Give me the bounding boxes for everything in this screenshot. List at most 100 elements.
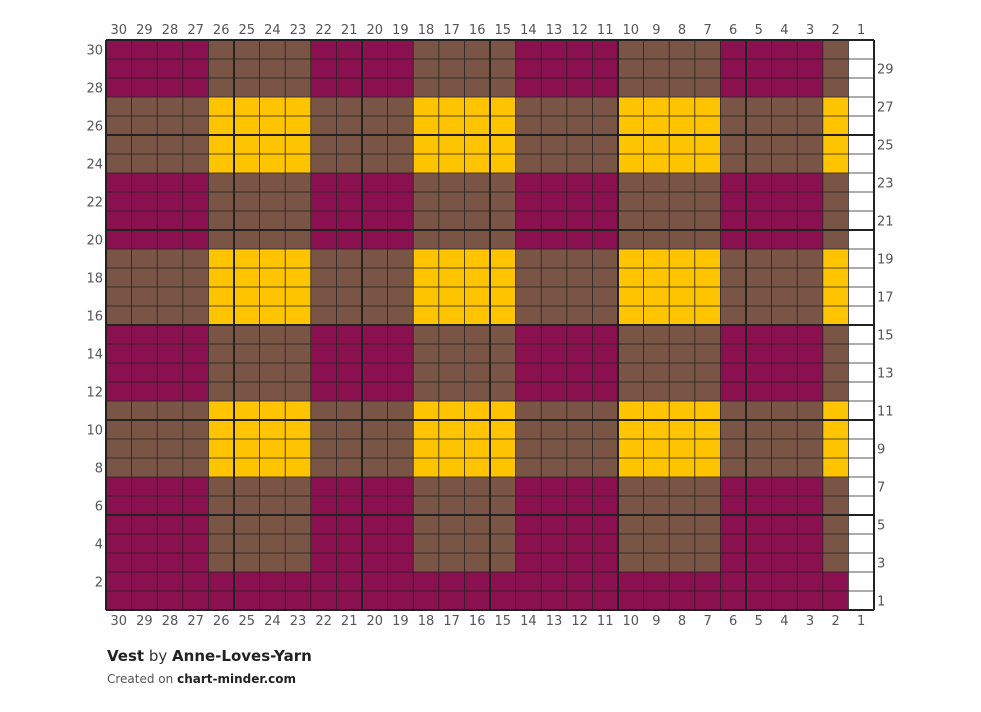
- chart-cell: [234, 420, 260, 439]
- row-label-right: 27: [877, 101, 894, 116]
- chart-cell: [157, 401, 183, 420]
- chart-cell: [362, 154, 388, 173]
- chart-cell: [541, 325, 567, 344]
- chart-cell: [592, 325, 618, 344]
- chart-cell: [106, 534, 132, 553]
- chart-cell: [771, 249, 798, 268]
- column-label-bottom: 23: [290, 614, 307, 629]
- chart-cell: [643, 154, 670, 173]
- chart-cell: [234, 363, 260, 382]
- column-label-bottom: 17: [443, 614, 460, 629]
- chart-cell: [413, 458, 439, 477]
- site-link[interactable]: chart-minder.com: [177, 672, 296, 686]
- chart-cell: [208, 211, 234, 230]
- chart-cell: [259, 439, 286, 458]
- column-label-bottom: 24: [264, 614, 281, 629]
- chart-cell: [259, 154, 286, 173]
- chart-cell: [541, 420, 567, 439]
- chart-cell: [592, 192, 618, 211]
- chart-cell: [797, 78, 823, 97]
- chart-cell: [413, 344, 439, 363]
- chart-cell: [490, 591, 516, 610]
- chart-cell: [208, 553, 234, 572]
- chart-cell: [490, 477, 516, 496]
- chart-cell: [643, 59, 670, 78]
- chart-cell: [362, 59, 388, 78]
- chart-cell: [387, 553, 414, 572]
- chart-cell: [541, 458, 567, 477]
- chart-cell: [515, 306, 542, 325]
- chart-cell: [387, 534, 414, 553]
- chart-cell: [157, 591, 183, 610]
- chart-cell: [822, 249, 849, 268]
- chart-cell: [131, 211, 158, 230]
- chart-cell: [106, 572, 132, 591]
- chart-cell: [413, 135, 439, 154]
- column-label-bottom: 6: [729, 614, 737, 629]
- chart-cell: [208, 287, 234, 306]
- chart-cell: [848, 458, 874, 477]
- created-on-text: Created on: [107, 672, 174, 686]
- chart-cell: [310, 439, 337, 458]
- chart-cell: [618, 477, 644, 496]
- chart-cell: [336, 59, 362, 78]
- chart-cell: [669, 135, 695, 154]
- chart-cell: [694, 439, 721, 458]
- chart-cell: [771, 135, 798, 154]
- chart-cell: [310, 192, 337, 211]
- chart-cell: [848, 116, 874, 135]
- chart-cell: [464, 572, 490, 591]
- chart-cell: [106, 154, 132, 173]
- chart-cell: [720, 306, 746, 325]
- chart-cell: [720, 59, 746, 78]
- chart-cell: [131, 192, 158, 211]
- chart-cell: [413, 591, 439, 610]
- chart-cell: [106, 287, 132, 306]
- chart-cell: [566, 325, 593, 344]
- chart-cell: [336, 382, 362, 401]
- chart-cell: [336, 344, 362, 363]
- chart-cell: [566, 401, 593, 420]
- row-label-right: 1: [877, 595, 885, 610]
- chart-cell: [848, 591, 874, 610]
- chart-cell: [285, 287, 311, 306]
- chart-cell: [541, 477, 567, 496]
- chart-cell: [131, 401, 158, 420]
- chart-cell: [182, 420, 209, 439]
- column-label-bottom: 7: [703, 614, 711, 629]
- chart-cell: [566, 534, 593, 553]
- chart-cell: [694, 192, 721, 211]
- chart-cell: [362, 515, 388, 534]
- chart-cell: [515, 135, 542, 154]
- chart-cell: [362, 268, 388, 287]
- chart-cell: [618, 382, 644, 401]
- chart-cell: [413, 154, 439, 173]
- chart-cell: [387, 477, 414, 496]
- column-label-top: 14: [520, 23, 537, 38]
- chart-cell: [285, 40, 311, 59]
- chart-cell: [464, 40, 490, 59]
- chart-cell: [362, 116, 388, 135]
- chart-cell: [848, 572, 874, 591]
- chart-cell: [438, 192, 465, 211]
- chart-cell: [541, 287, 567, 306]
- chart-cell: [438, 401, 465, 420]
- chart-cell: [694, 135, 721, 154]
- chart-cell: [387, 211, 414, 230]
- chart-cell: [669, 553, 695, 572]
- chart-cell: [310, 97, 337, 116]
- chart-cell: [259, 135, 286, 154]
- chart-cell: [387, 97, 414, 116]
- chart-cell: [669, 344, 695, 363]
- chart-cell: [797, 382, 823, 401]
- chart-cell: [413, 572, 439, 591]
- chart-cell: [490, 458, 516, 477]
- chart-cell: [157, 515, 183, 534]
- chart-cell: [822, 287, 849, 306]
- chart-cell: [310, 268, 337, 287]
- chart-cell: [310, 287, 337, 306]
- chart-cell: [413, 173, 439, 192]
- chart-cell: [618, 287, 644, 306]
- chart-cell: [746, 325, 772, 344]
- chart-cell: [490, 553, 516, 572]
